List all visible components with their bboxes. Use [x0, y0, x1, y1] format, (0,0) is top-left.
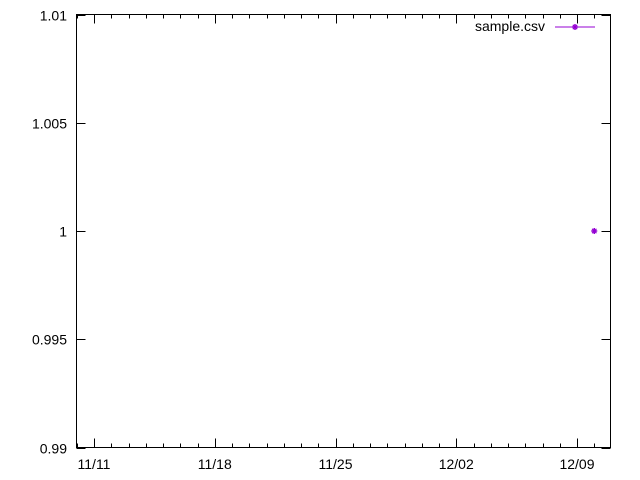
y-tick-label: 1.005 — [32, 116, 67, 132]
data-point — [591, 228, 598, 234]
y-tick-label: 1 — [59, 224, 67, 240]
x-tick-label: 11/11 — [78, 456, 111, 472]
series-layer — [591, 228, 598, 234]
x-tick-label: 12/02 — [439, 456, 474, 472]
legend: sample.csv — [475, 18, 595, 34]
x-axis: 11/11 11/18 11/25 12/02 12/09 — [77, 14, 595, 472]
y-tick-label: 1.01 — [40, 8, 67, 24]
y-axis: 0.99 0.995 1 1.005 1.01 — [32, 8, 611, 457]
y-tick-label: 0.995 — [32, 332, 67, 348]
x-tick-label: 11/25 — [319, 456, 353, 472]
legend-label: sample.csv — [475, 18, 545, 34]
y-tick-label: 0.99 — [40, 441, 67, 457]
plot-frame — [76, 14, 611, 448]
legend-marker-glyph — [572, 24, 578, 30]
x-tick-label: 12/09 — [559, 456, 594, 472]
x-tick-label: 11/18 — [198, 456, 232, 472]
legend-marker — [572, 24, 578, 30]
